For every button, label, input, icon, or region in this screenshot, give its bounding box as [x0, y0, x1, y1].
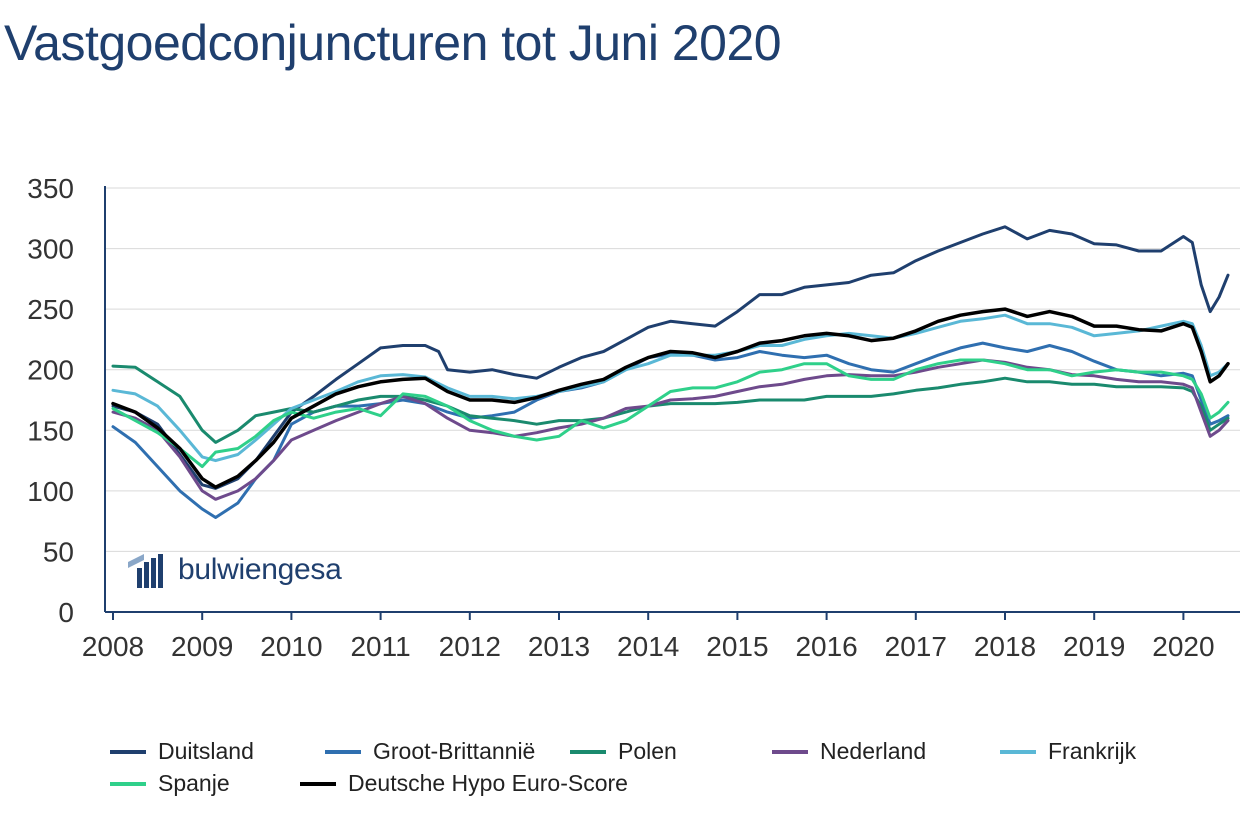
legend-swatch — [570, 749, 606, 754]
legend-swatch — [300, 781, 336, 786]
legend-item: Groot-Brittannië — [325, 738, 535, 765]
x-tick-label: 2009 — [171, 631, 233, 662]
y-tick-label: 50 — [43, 536, 74, 567]
legend-label: Spanje — [158, 770, 230, 796]
x-tick-label: 2008 — [82, 631, 144, 662]
legend-label: Groot-Brittannië — [373, 738, 536, 764]
legend-item: Deutsche Hypo Euro-Score — [300, 770, 628, 797]
y-tick-label: 200 — [27, 355, 74, 386]
x-tick-label: 2017 — [885, 631, 947, 662]
legend-item: Nederland — [772, 738, 926, 765]
logo-text: bulwiengesa — [178, 553, 342, 586]
y-tick-label: 0 — [58, 597, 74, 628]
legend-label: Duitsland — [158, 738, 254, 764]
series-line-frankrijk — [111, 313, 1230, 463]
legend-label: Deutsche Hypo Euro-Score — [348, 770, 628, 796]
legend-label: Polen — [618, 738, 677, 764]
x-tick-label: 2010 — [260, 631, 322, 662]
bars-logo-icon — [128, 554, 163, 588]
series-line-deutsche-hypo-euro-score — [111, 307, 1230, 489]
x-tick-label: 2020 — [1152, 631, 1214, 662]
series-line-spanje — [111, 358, 1230, 469]
legend-swatch — [772, 749, 808, 754]
legend-item: Polen — [570, 738, 677, 765]
x-tick-label: 2019 — [1063, 631, 1125, 662]
y-tick-label: 150 — [27, 415, 74, 446]
y-tick-label: 300 — [27, 234, 74, 265]
legend-label: Nederland — [820, 738, 927, 764]
y-tick-label: 100 — [27, 476, 74, 507]
x-tick-label: 2016 — [795, 631, 857, 662]
y-tick-label: 350 — [27, 173, 74, 204]
legend-item: Duitsland — [110, 738, 254, 765]
y-tick-label: 250 — [27, 294, 74, 325]
legend-swatch — [110, 749, 146, 754]
legend-item: Frankrijk — [1000, 738, 1136, 765]
logo: bulwiengesa — [126, 548, 342, 592]
series-line-nederland — [111, 358, 1230, 501]
page-title: Vastgoedconjuncturen tot Juni 2020 — [4, 15, 782, 71]
x-tick-label: 2012 — [439, 631, 501, 662]
legend-item: Spanje — [110, 770, 230, 797]
legend-label: Frankrijk — [1048, 738, 1137, 764]
legend-swatch — [110, 781, 146, 786]
x-tick-label: 2014 — [617, 631, 679, 662]
legend-swatch — [325, 749, 361, 754]
legend-swatch — [1000, 749, 1036, 754]
x-tick-label: 2015 — [706, 631, 768, 662]
x-tick-label: 2013 — [528, 631, 590, 662]
x-tick-label: 2011 — [350, 631, 410, 662]
x-tick-label: 2018 — [974, 631, 1036, 662]
